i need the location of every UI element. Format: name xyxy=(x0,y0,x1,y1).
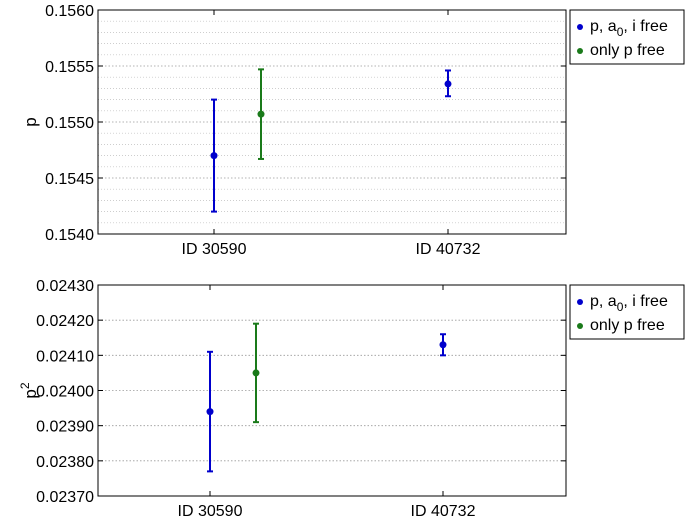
legend-label: only p free xyxy=(590,317,665,334)
y-tick-label: 0.02390 xyxy=(36,419,94,436)
y-tick-label: 0.02410 xyxy=(36,348,94,365)
legend-label: only p free xyxy=(590,42,665,59)
y-tick-label: 0.02430 xyxy=(36,278,94,295)
x-tick-label: ID 30590 xyxy=(178,503,243,519)
y-tick-label: 0.1540 xyxy=(45,227,94,244)
y-tick-label: 0.1550 xyxy=(45,115,94,132)
y-tick-label: 0.1545 xyxy=(45,171,94,188)
legend-marker xyxy=(577,323,583,329)
legend-label: p, a0, i free xyxy=(590,293,668,314)
y-axis-label: p2 xyxy=(18,382,40,398)
legend-marker xyxy=(577,24,583,30)
data-point xyxy=(257,110,265,118)
legend-label: p, a0, i free xyxy=(590,18,668,39)
y-tick-label: 0.1555 xyxy=(45,59,94,76)
y-axis-label: p xyxy=(21,117,40,126)
data-point xyxy=(444,80,452,88)
legend-box xyxy=(569,9,685,65)
y-tick-label: 0.1560 xyxy=(45,3,94,20)
y-tick-label: 0.02370 xyxy=(36,489,94,506)
legend-box xyxy=(569,284,685,340)
x-tick-label: ID 40732 xyxy=(416,241,481,258)
x-tick-label: ID 40732 xyxy=(411,503,476,519)
data-point xyxy=(439,341,447,349)
data-point xyxy=(210,152,218,160)
chart-panel-bottom: 0.02370 0.02380 0.02390 0.02400 0.02410 0.024… xyxy=(18,278,685,519)
y-tick-label: 0.02420 xyxy=(36,313,94,330)
y-tick-label: 0.02380 xyxy=(36,454,94,471)
legend-marker xyxy=(577,48,583,54)
data-point xyxy=(206,408,214,416)
chart-panel-top: 0.1540 0.1545 0.1550 0.1555 0.1560 ID 30590 ID… xyxy=(21,3,685,258)
x-tick-label: ID 30590 xyxy=(182,241,247,258)
legend-marker xyxy=(577,299,583,305)
data-point xyxy=(252,369,260,377)
y-tick-label: 0.02400 xyxy=(36,384,94,401)
